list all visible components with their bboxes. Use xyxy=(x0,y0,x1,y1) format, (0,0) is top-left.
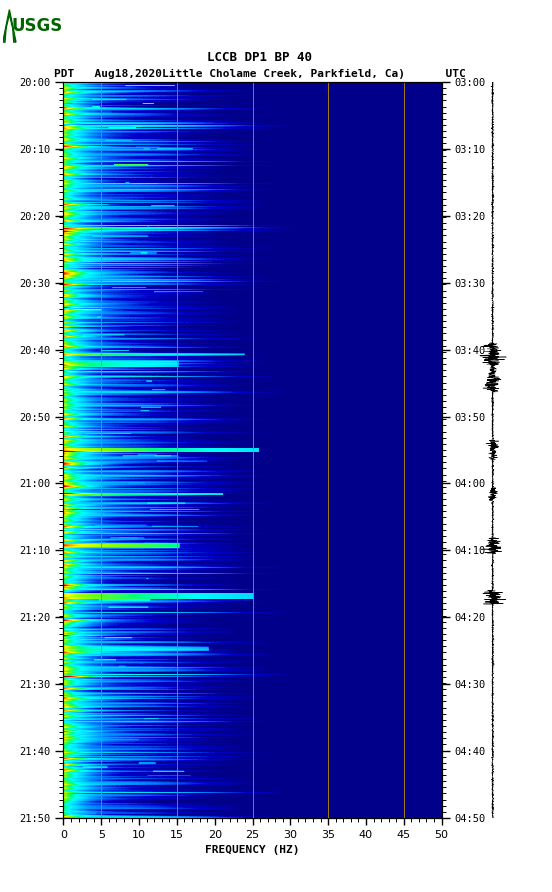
Text: PDT   Aug18,2020Little Cholame Creek, Parkfield, Ca)      UTC: PDT Aug18,2020Little Cholame Creek, Park… xyxy=(54,69,465,79)
X-axis label: FREQUENCY (HZ): FREQUENCY (HZ) xyxy=(205,846,300,855)
Text: LCCB DP1 BP 40: LCCB DP1 BP 40 xyxy=(207,52,312,64)
Text: USGS: USGS xyxy=(12,17,62,35)
Polygon shape xyxy=(3,10,16,42)
